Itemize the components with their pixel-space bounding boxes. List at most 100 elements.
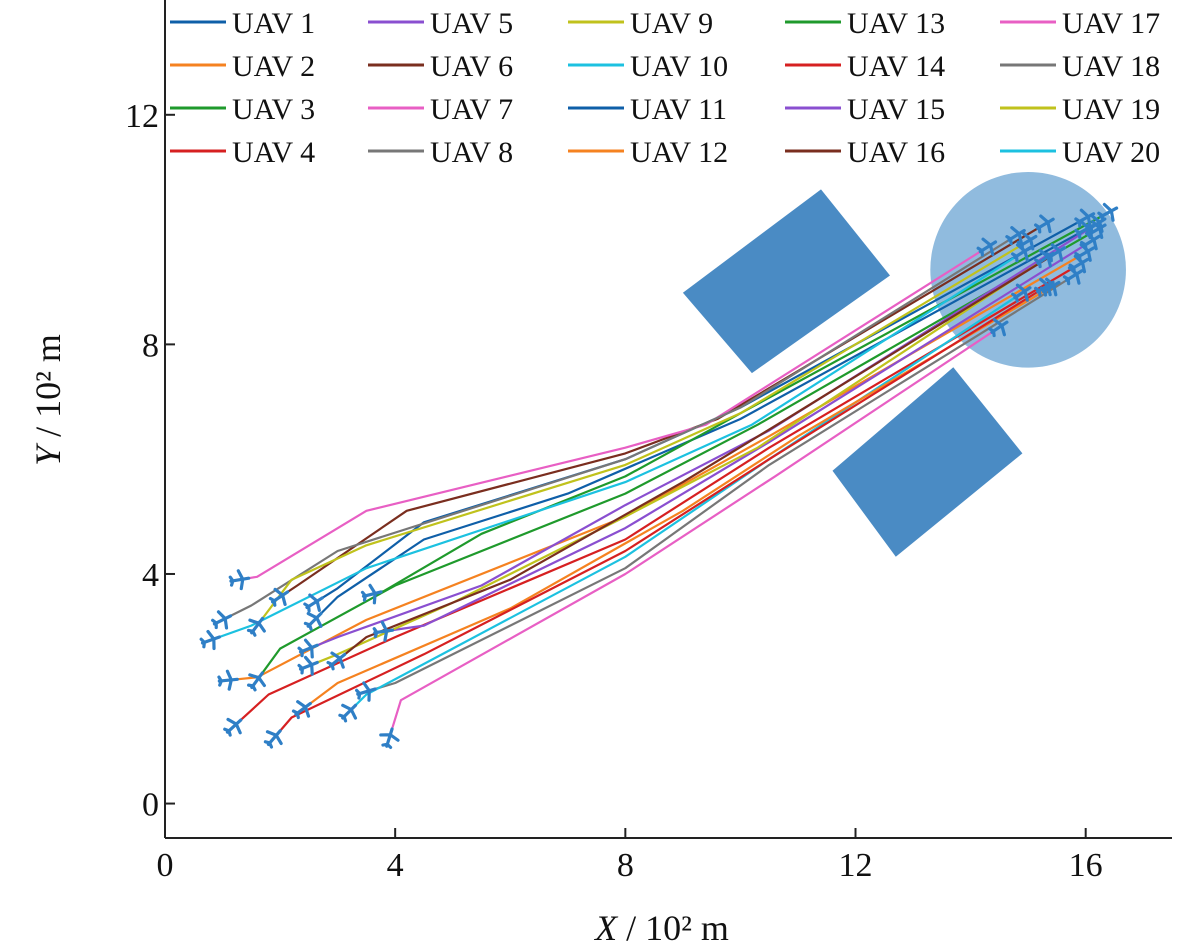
plane-shape bbox=[211, 610, 233, 630]
uav-17-start-plane-icon bbox=[379, 727, 400, 749]
plane-shape bbox=[372, 620, 395, 642]
plane-shape bbox=[246, 671, 266, 692]
legend-label-uav-16: UAV 16 bbox=[847, 136, 945, 169]
uav-16-start-plane-icon bbox=[326, 651, 347, 671]
legend-label-uav-7: UAV 7 bbox=[430, 93, 513, 126]
plane-shape bbox=[297, 655, 319, 676]
regions-layer bbox=[682, 171, 1126, 557]
x-tick-label-0: 0 bbox=[157, 847, 174, 884]
legend-label-uav-9: UAV 9 bbox=[630, 7, 713, 40]
uav-6-end-plane-icon bbox=[1034, 214, 1055, 234]
plane-shape bbox=[379, 727, 400, 749]
uav-8-end-plane-icon bbox=[1062, 266, 1084, 286]
y-tick-label-8: 8 bbox=[142, 327, 159, 364]
x-tick-label-16: 16 bbox=[1069, 847, 1103, 884]
uav-18-trajectory bbox=[221, 234, 1018, 621]
plane-shape bbox=[291, 700, 312, 720]
uav-16-end-plane-icon bbox=[1045, 243, 1067, 263]
legend-label-uav-4: UAV 4 bbox=[232, 136, 315, 169]
legend-label-uav-20: UAV 20 bbox=[1062, 136, 1160, 169]
plane-shape bbox=[1005, 226, 1026, 246]
plane-shape bbox=[303, 611, 323, 631]
uav-20-start-plane-icon bbox=[199, 629, 222, 651]
uav-7-start-plane-icon bbox=[228, 569, 251, 591]
uav-3-trajectory bbox=[256, 228, 1099, 682]
uav-14-start-plane-icon bbox=[263, 729, 283, 749]
plane-shape bbox=[217, 669, 239, 691]
uav-markers-layer bbox=[199, 202, 1119, 749]
ticks-layer: 0 4 8 12 16 0 4 8 12 bbox=[125, 98, 1103, 884]
uav-12-trajectory bbox=[302, 285, 1053, 710]
legend-label-uav-11: UAV 11 bbox=[630, 93, 727, 126]
y-axis-title: Y / 10² m bbox=[28, 334, 68, 466]
plane-shape bbox=[988, 318, 1009, 338]
uav-5-trajectory bbox=[382, 240, 1093, 633]
uav-15-start-plane-icon bbox=[297, 638, 319, 659]
uav-10-end-plane-icon bbox=[1011, 283, 1032, 303]
uav-13-start-plane-icon bbox=[360, 583, 383, 605]
x-tick-label-4: 4 bbox=[387, 847, 404, 884]
uav-11-start-plane-icon bbox=[303, 611, 323, 631]
y-tick-label-4: 4 bbox=[142, 557, 159, 594]
plane-shape bbox=[228, 569, 251, 591]
plane-shape bbox=[338, 703, 358, 723]
plane-shape bbox=[246, 616, 266, 637]
uav-9-trajectory bbox=[307, 257, 1047, 667]
uav-14-trajectory bbox=[273, 285, 1047, 739]
x-tick-label-12: 12 bbox=[839, 847, 873, 884]
uav-10-start-plane-icon bbox=[338, 703, 358, 723]
plane-shape bbox=[1034, 214, 1055, 234]
uav-20-end-plane-icon bbox=[1011, 243, 1032, 263]
uav-15-end-plane-icon bbox=[1085, 214, 1107, 234]
plane-shape bbox=[1062, 266, 1084, 286]
legend-label-uav-8: UAV 8 bbox=[430, 136, 513, 169]
legend-label-uav-5: UAV 5 bbox=[430, 7, 513, 40]
legend-label-uav-10: UAV 10 bbox=[630, 50, 728, 83]
uav-19-trajectory bbox=[256, 240, 1030, 627]
legend-label-uav-6: UAV 6 bbox=[430, 50, 513, 83]
uav-17-end-plane-icon bbox=[988, 318, 1009, 338]
legend: UAV 1 UAV 2 UAV 3 UAV 4 UAV 5 UAV 6 UAV 7 UAV 8… bbox=[170, 7, 1160, 169]
uav-20-trajectory bbox=[209, 251, 1024, 642]
uav-1-start-plane-icon bbox=[303, 593, 324, 613]
plane-shape bbox=[297, 638, 319, 659]
uav-18-end-plane-icon bbox=[1005, 226, 1026, 246]
legend-label-uav-1: UAV 1 bbox=[232, 7, 315, 40]
y-tick-label-12: 12 bbox=[125, 98, 159, 135]
plane-shape bbox=[223, 717, 243, 737]
legend-label-uav-13: UAV 13 bbox=[847, 7, 945, 40]
uav-6-start-plane-icon bbox=[268, 587, 290, 607]
plane-shape bbox=[303, 593, 324, 613]
plane-shape bbox=[263, 729, 283, 749]
uav-4-start-plane-icon bbox=[223, 717, 243, 737]
uav-10-trajectory bbox=[348, 291, 1024, 713]
plane-shape bbox=[355, 681, 377, 702]
uav-7-trajectory bbox=[238, 245, 989, 581]
legend-label-uav-12: UAV 12 bbox=[630, 136, 728, 169]
plane-shape bbox=[326, 651, 347, 671]
plane-shape bbox=[268, 587, 290, 607]
plane-shape bbox=[1011, 243, 1032, 263]
legend-label-uav-15: UAV 15 bbox=[847, 93, 945, 126]
uav-11-trajectory bbox=[313, 228, 1087, 621]
x-tick-label-8: 8 bbox=[617, 847, 634, 884]
uav-14-end-plane-icon bbox=[1034, 277, 1055, 297]
legend-label-uav-14: UAV 14 bbox=[847, 50, 945, 83]
uav-18-start-plane-icon bbox=[211, 610, 233, 630]
uav-2-start-plane-icon bbox=[217, 669, 239, 691]
legend-label-uav-18: UAV 18 bbox=[1062, 50, 1160, 83]
legend-label-uav-19: UAV 19 bbox=[1062, 93, 1160, 126]
y-tick-label-0: 0 bbox=[142, 787, 159, 824]
plane-shape bbox=[360, 583, 383, 605]
uav-8-trajectory bbox=[365, 274, 1076, 693]
uav-17-trajectory bbox=[388, 326, 1001, 739]
plane-shape bbox=[199, 629, 222, 651]
uav-5-start-plane-icon bbox=[372, 620, 395, 642]
uav-8-start-plane-icon bbox=[355, 681, 377, 702]
plane-shape bbox=[1034, 277, 1055, 297]
uav-19-start-plane-icon bbox=[246, 616, 266, 637]
obstacle-1 bbox=[682, 189, 890, 374]
axes-layer bbox=[164, 0, 1172, 839]
plane-shape bbox=[976, 237, 998, 257]
